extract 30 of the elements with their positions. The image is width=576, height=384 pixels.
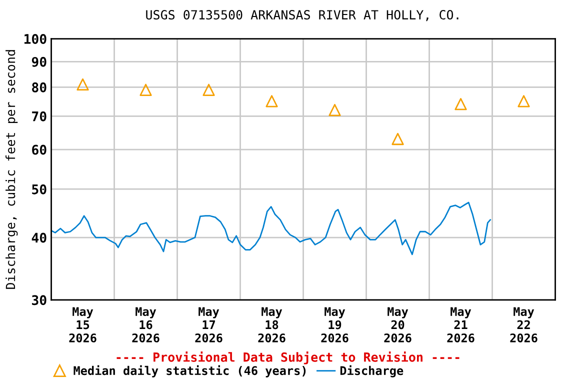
y-tick-label: 90 [32,56,46,67]
x-tick-label: May 20 2026 [384,307,412,342]
point [392,132,404,146]
y-tick-label: 80 [32,82,46,92]
legend-label: Discharge [340,365,404,378]
x-tick-label: May 16 2026 [132,307,160,342]
chart-title: USGS 07135500 ARKANSAS RIVER AT HOLLY, CO. [146,10,458,22]
point [140,84,152,96]
point [266,95,278,108]
x-tick-label: May 18 2026 [258,307,286,342]
x-tick-label: May 22 2026 [510,307,538,342]
point [76,78,89,91]
x-tick-label: May 19 2026 [321,307,348,342]
y-axis-title: Discharge, cubic feet per second [6,50,18,289]
x-tick-label: May 21 2026 [447,307,474,342]
y-tick-label: 50 [32,184,46,194]
y-tick-label: 70 [32,111,46,122]
x-tick-label: May 17 2026 [195,307,222,342]
point [328,104,341,116]
line-series [51,202,491,256]
text: ---- Provisional Data Subject to Revision ---- [116,352,460,364]
y-tick-label: 30 [32,295,46,306]
point [454,98,467,110]
y-tick-label: 100 [24,34,46,44]
y-tick-label: 40 [32,232,46,243]
legend-label: Median daily statistic (46 years) [74,365,306,378]
point [202,84,215,96]
x-tick-label: May 15 2026 [69,307,96,342]
y-tick-label: 60 [32,144,46,155]
point [518,95,530,108]
